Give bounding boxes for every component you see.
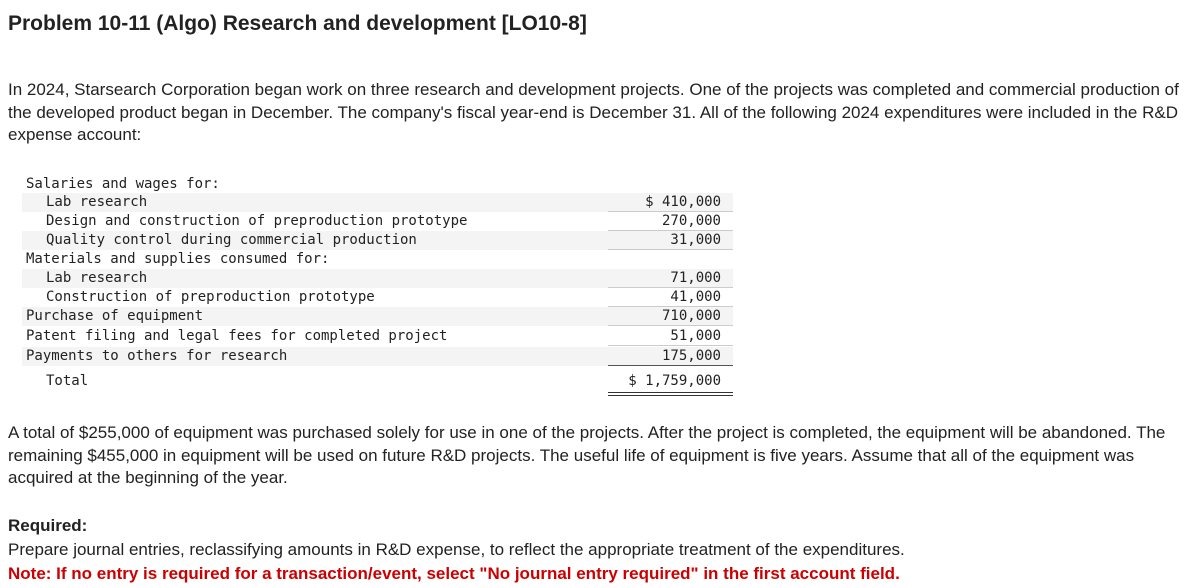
table-row: Salaries and wages for: [22, 175, 733, 194]
table-row: Design and construction of preproduction… [22, 212, 733, 231]
table-row: Quality control during commercial produc… [22, 231, 733, 250]
row-label: Materials and supplies consumed for: [26, 251, 330, 267]
required-heading: Required: [8, 516, 88, 535]
intro: In 2024, Starsearch Corporation began wo… [8, 80, 1179, 144]
note: Note: If no entry is required for a tran… [8, 564, 900, 583]
row-label: Lab research [46, 194, 148, 210]
row-amount: $ 410,000 [645, 194, 721, 210]
row-label: Lab research [46, 270, 148, 286]
table-row: Materials and supplies consumed for: [22, 250, 733, 269]
paragraph: A total of $255,000 of equipment was pur… [8, 423, 1166, 487]
row-label: Construction of preproduction prototype [46, 289, 375, 305]
row-amount: 41,000 [670, 289, 721, 305]
row-amount: 710,000 [661, 308, 721, 324]
row-amount: 31,000 [670, 232, 721, 248]
row-label: Total [46, 373, 89, 389]
table-row: Total $ 1,759,000 [22, 372, 733, 396]
amount-rule [608, 211, 733, 212]
row-label: Salaries and wages for: [26, 176, 220, 192]
amount-rule [608, 345, 733, 346]
row-label: Design and construction of preproduction… [46, 213, 468, 229]
amount-rule [608, 325, 733, 326]
amount-rule [608, 365, 733, 366]
row-amount: $ 1,759,000 [628, 373, 721, 389]
row-amount: 270,000 [661, 213, 721, 229]
row-amount: 51,000 [670, 328, 721, 344]
table-row: Patent filing and legal fees for complet… [22, 327, 733, 346]
row-label: Quality control during commercial produc… [46, 232, 417, 248]
row-label: Patent filing and legal fees for complet… [26, 328, 448, 344]
amount-rule [608, 230, 733, 231]
table-row: Payments to others for research 175,000 [22, 347, 733, 366]
title: Problem 10-11 (Algo) Research and develo… [8, 12, 587, 35]
row-amount: 175,000 [661, 348, 721, 364]
amount-rule [608, 392, 733, 396]
amount-rule [608, 249, 733, 250]
table-row: Purchase of equipment 710,000 [22, 307, 733, 326]
table-row: Lab research 71,000 [22, 269, 733, 288]
required-text: Prepare journal entries, reclassifying a… [8, 540, 905, 559]
table-row: Construction of preproduction prototype 4… [22, 288, 733, 307]
row-amount: 71,000 [670, 270, 721, 286]
amount-rule [608, 287, 733, 288]
row-label: Purchase of equipment [26, 308, 204, 324]
table-row: Lab research $ 410,000 [22, 193, 733, 212]
amount-rule [608, 306, 733, 307]
row-label: Payments to others for research [26, 348, 288, 364]
